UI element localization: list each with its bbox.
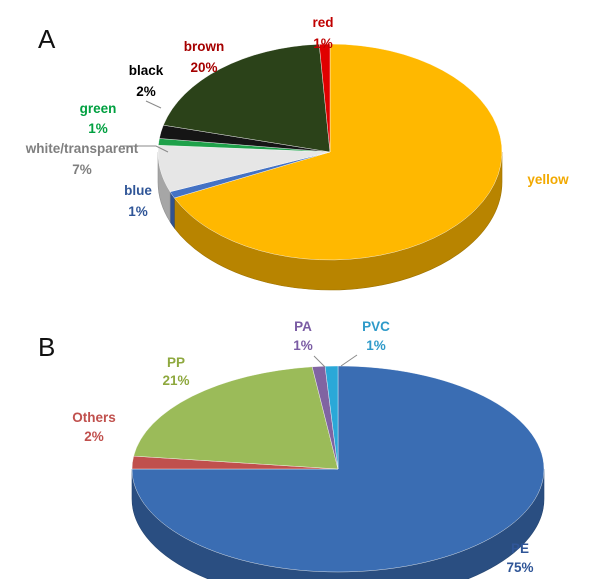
panel-letter-a: A xyxy=(38,24,56,54)
label-yellow: yellow xyxy=(527,172,569,187)
leader-line-white-transparent xyxy=(120,145,169,153)
label-pa: PA xyxy=(294,319,312,334)
label-pp: PP xyxy=(167,355,185,370)
leader-line-pa xyxy=(313,355,326,368)
value-label-black: 2% xyxy=(136,84,156,99)
label-blue: blue xyxy=(124,183,152,198)
value-label-others: 2% xyxy=(84,429,104,444)
value-label-pp: 21% xyxy=(162,373,189,388)
value-label-brown: 20% xyxy=(190,60,217,75)
pie-slice-pvc xyxy=(324,365,339,470)
pie-slice-yellow xyxy=(174,43,503,261)
pie-slice-brown xyxy=(163,44,331,153)
leader-line-black xyxy=(145,100,162,109)
label-brown: brown xyxy=(184,39,225,54)
value-label-white-transparent: 7% xyxy=(72,162,92,177)
pie-chart-a xyxy=(157,43,503,291)
pie-chart-b-labels: PE 75% Others 2% PP 21% PA 1% PVC 1% xyxy=(72,319,533,575)
pie-slice-pe xyxy=(131,365,545,573)
label-black: black xyxy=(129,63,164,78)
leader-line-pvc xyxy=(340,354,358,367)
label-pe: PE xyxy=(511,541,529,556)
label-green: green xyxy=(80,101,117,116)
value-label-blue: 1% xyxy=(128,204,148,219)
value-label-pvc: 1% xyxy=(366,338,386,353)
pie-top-faces xyxy=(131,365,545,573)
label-red: red xyxy=(312,15,333,30)
pie-slice-red xyxy=(318,43,331,153)
value-label-pa: 1% xyxy=(293,338,313,353)
pie-slice-pp xyxy=(133,366,339,470)
value-label-pe: 75% xyxy=(506,560,533,575)
value-label-green: 1% xyxy=(88,121,108,136)
pie-top-faces xyxy=(157,43,503,261)
label-white-transparent: white/transparent xyxy=(25,141,139,156)
label-others: Others xyxy=(72,410,116,425)
panel-letter-b: B xyxy=(38,332,55,362)
value-label-red: 1% xyxy=(313,36,333,51)
pie-chart-a-labels: yellow blue 1% white/transparent 7% green 1% bl… xyxy=(25,15,569,219)
label-pvc: PVC xyxy=(362,319,390,334)
pie-chart-b xyxy=(131,365,545,579)
